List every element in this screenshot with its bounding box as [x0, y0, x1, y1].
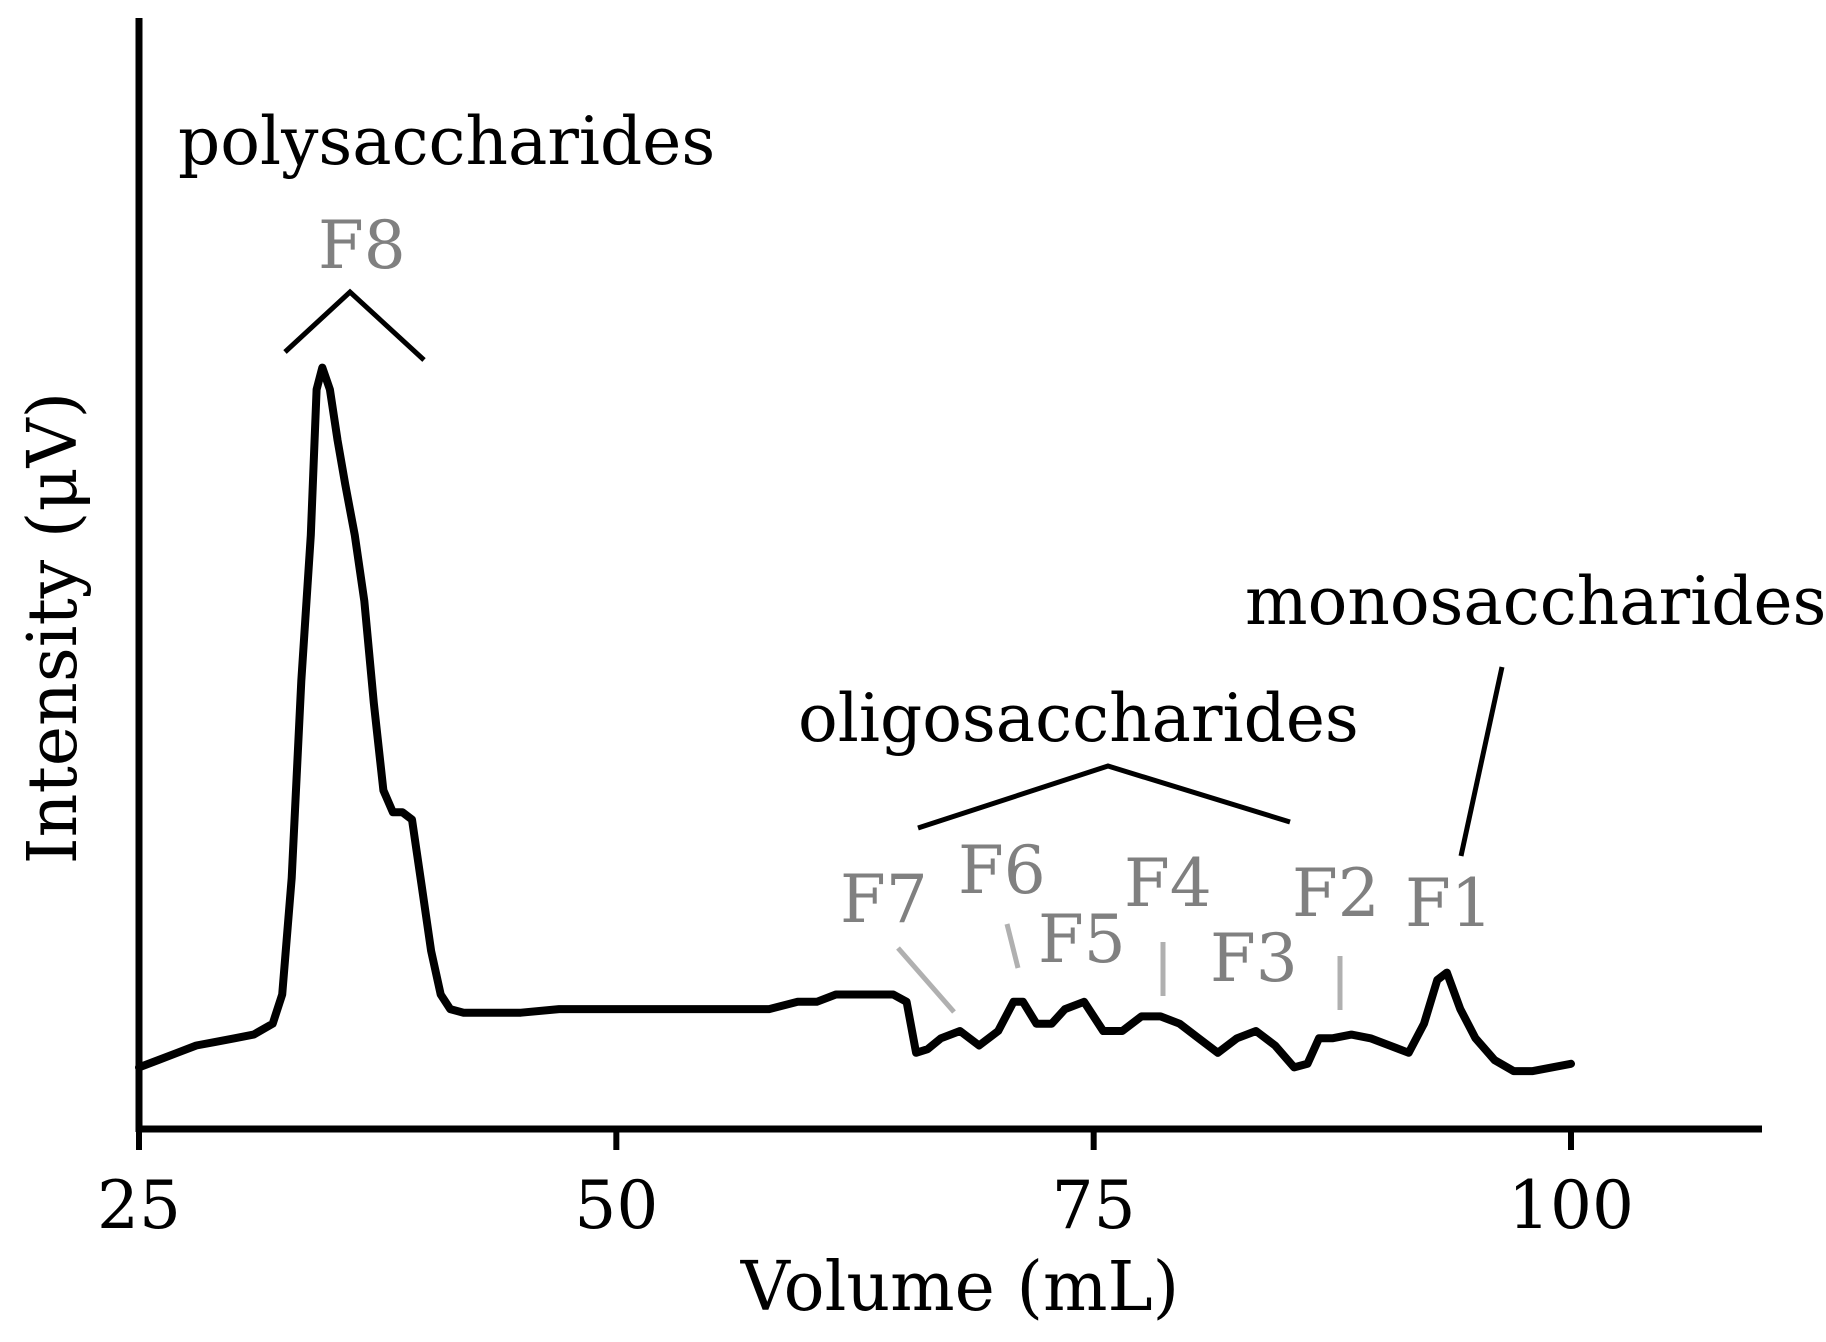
x-axis-title: Volume (mL) [740, 1248, 1179, 1327]
peak-label-f2: F2 [1292, 855, 1380, 932]
x-axis-ticks: 25 50 75 100 [97, 1129, 1634, 1244]
peak-label-f6: F6 [958, 832, 1046, 909]
peak-label-f4: F4 [1124, 845, 1212, 922]
chromatogram-trace [135, 363, 1575, 1076]
peak-label-f8: F8 [318, 207, 406, 284]
group-label-polysaccharides: polysaccharides [178, 103, 715, 180]
oligosaccharides-bracket [917, 763, 1291, 831]
y-axis-title: Intensity (μV) [14, 392, 93, 864]
x-tick-label: 25 [97, 1167, 181, 1244]
monosaccharides-leader [1458, 666, 1505, 857]
f7-leader [896, 946, 956, 1014]
f6-leader [1004, 923, 1021, 969]
x-tick-label: 75 [1052, 1167, 1136, 1244]
polysaccharides-bracket [283, 288, 426, 362]
peak-label-f3: F3 [1210, 920, 1298, 997]
group-label-monosaccharides: monosaccharides [1245, 563, 1826, 640]
group-label-oligosaccharides: oligosaccharides [798, 680, 1359, 757]
peak-label-f5: F5 [1038, 901, 1126, 978]
peak-label-f1: F1 [1405, 865, 1493, 942]
x-tick-label: 50 [574, 1167, 658, 1244]
peak-label-f7: F7 [840, 861, 928, 938]
x-tick-label: 100 [1508, 1167, 1634, 1244]
